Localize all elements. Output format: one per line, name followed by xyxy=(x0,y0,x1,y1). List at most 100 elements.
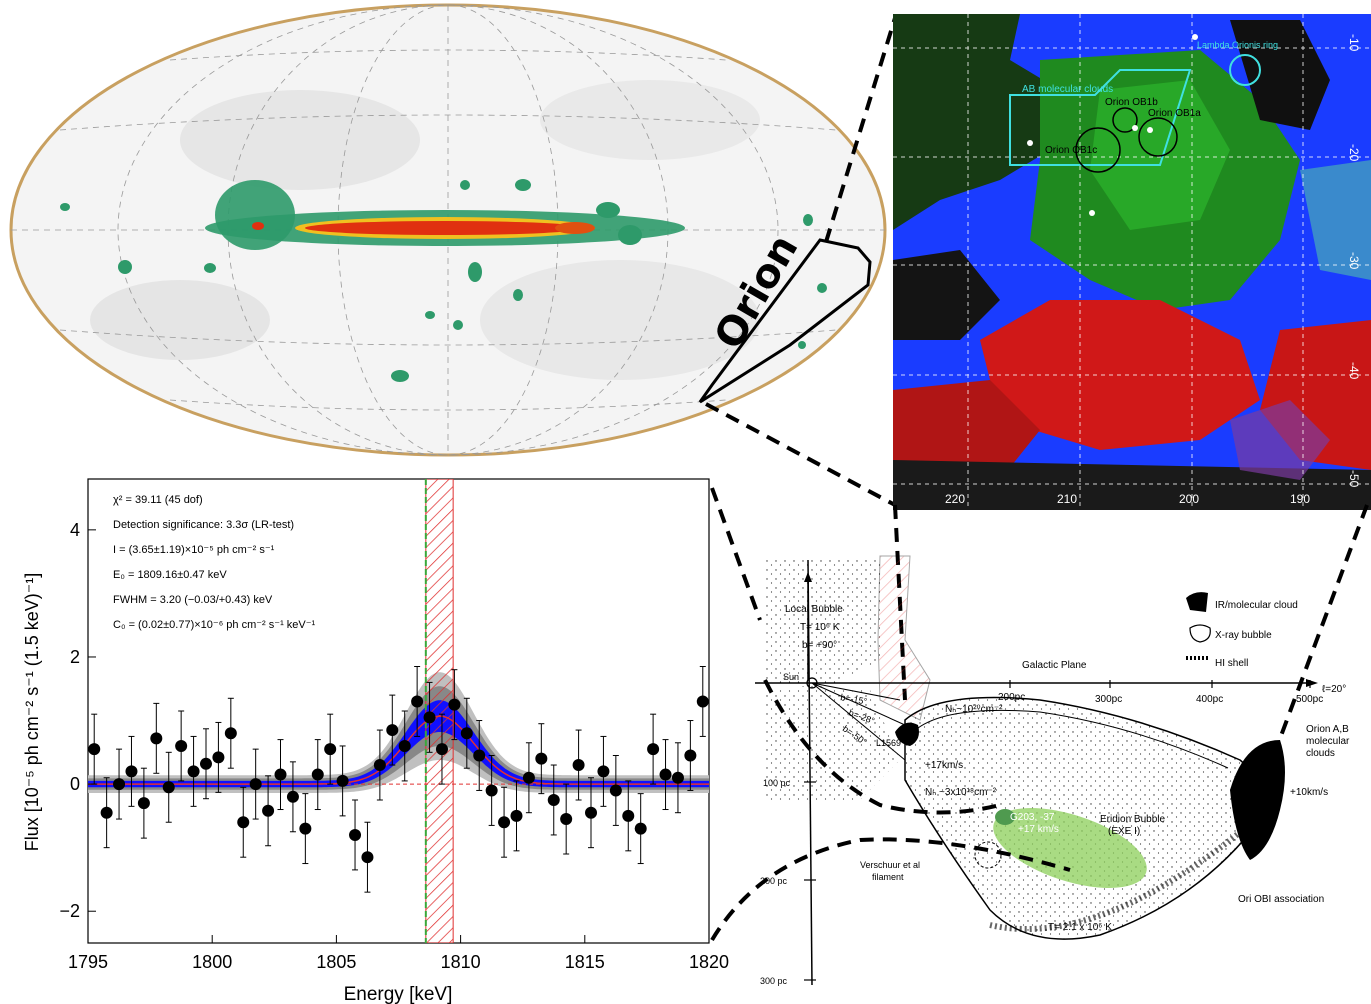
data-point xyxy=(386,694,399,766)
local-bubble-label: Local Bubble xyxy=(785,604,843,615)
g203v-label: +17 km/s xyxy=(1018,824,1059,835)
v17-label: +17km/s xyxy=(925,760,963,771)
data-point xyxy=(647,713,660,785)
map-xtick-200: 200 xyxy=(1179,492,1199,506)
data-point xyxy=(597,735,610,807)
data-point xyxy=(411,666,424,737)
model-band-mid xyxy=(88,686,709,790)
data-marker xyxy=(696,695,709,708)
v10-label: +10km/s xyxy=(1290,787,1328,798)
data-marker xyxy=(100,806,113,819)
allsky-map: Orion xyxy=(9,3,897,507)
data-marker xyxy=(336,774,349,787)
energy-annotation: E₀ = 1809.16±0.47 keV xyxy=(113,569,227,581)
data-marker xyxy=(274,768,287,781)
data-marker xyxy=(361,851,374,864)
data-marker xyxy=(187,765,200,778)
x-tick-label: 1815 xyxy=(565,952,605,972)
data-point xyxy=(634,793,647,865)
data-point xyxy=(423,681,436,753)
galactic-plane-label: Galactic Plane xyxy=(1022,660,1087,671)
exe-label: (EXE I) xyxy=(1108,826,1140,837)
significance-annotation: Detection significance: 3.3σ (LR-test) xyxy=(113,519,294,531)
map-label-lambda: Lambda Orionis ring xyxy=(1197,40,1278,50)
data-point xyxy=(336,745,349,817)
dist-500-label: 500pc xyxy=(1296,694,1323,705)
data-point xyxy=(175,710,188,782)
data-marker xyxy=(448,698,461,711)
data-marker xyxy=(647,743,660,756)
data-point xyxy=(224,697,237,769)
data-marker xyxy=(299,822,312,835)
data-point xyxy=(199,728,212,800)
dist-200-label: 200pc xyxy=(998,692,1025,703)
data-marker xyxy=(634,822,647,835)
data-point xyxy=(249,748,262,820)
ori-ob1-label: Ori OBI association xyxy=(1238,894,1324,905)
map-label-ob1a: Orion OB1a xyxy=(1148,108,1201,119)
legend-xray-label: X-ray bubble xyxy=(1215,630,1272,641)
map-xtick-190: 190 xyxy=(1290,492,1310,506)
data-marker xyxy=(286,790,299,803)
data-marker xyxy=(572,759,585,772)
data-marker xyxy=(659,768,672,781)
eridanus-diagram: Local Bubble T= 10⁶ K b= +90° Sun Galact… xyxy=(710,555,1350,986)
data-marker xyxy=(150,732,163,745)
data-marker xyxy=(460,727,473,740)
data-marker xyxy=(137,797,150,810)
data-point xyxy=(572,729,585,801)
data-point xyxy=(137,767,150,839)
data-point xyxy=(88,713,101,785)
data-marker xyxy=(473,749,486,762)
nh2-label: Nₕ ~3x10¹⁸cm⁻² xyxy=(925,787,997,798)
data-marker xyxy=(597,765,610,778)
map-ytick-20: -20 xyxy=(1347,144,1361,162)
data-point xyxy=(547,764,560,836)
x-tick-label: 1800 xyxy=(192,952,232,972)
data-point xyxy=(671,742,684,814)
data-marker xyxy=(560,813,573,826)
data-point xyxy=(609,754,622,826)
data-point xyxy=(473,720,486,791)
y300-label: 300 pc xyxy=(760,976,788,986)
intensity-annotation: I = (3.65±1.19)×10⁻⁵ ph cm⁻² s⁻¹ xyxy=(113,544,275,556)
data-marker xyxy=(609,784,622,797)
data-marker xyxy=(585,806,598,819)
data-point xyxy=(162,751,175,823)
y-tick-label: 0 xyxy=(70,774,80,794)
data-point xyxy=(361,821,374,893)
line-window-hatch xyxy=(425,479,454,943)
data-marker xyxy=(547,793,560,806)
legend-hi-label: HI shell xyxy=(1215,658,1248,669)
x-tick-label: 1810 xyxy=(441,952,481,972)
orion-ab-label: Orion A,B xyxy=(1306,724,1349,735)
fwhm-annotation: FWHM = 3.20 (−0.03/+0.43) keV xyxy=(113,594,273,606)
data-marker xyxy=(349,828,362,841)
map-ytick-40: -40 xyxy=(1347,362,1361,380)
orion-color-map: Lambda Orionis ring AB molecular clouds … xyxy=(893,14,1371,510)
clouds-label: clouds xyxy=(1306,748,1335,759)
molecular-label: molecular xyxy=(1306,736,1350,747)
data-point xyxy=(274,739,287,811)
data-point xyxy=(113,748,126,820)
data-marker xyxy=(622,809,635,822)
filament-label: filament xyxy=(872,872,904,882)
eridion-label: Eridion Bubble xyxy=(1100,814,1165,825)
y-axis-label: Flux [10⁻⁵ ph cm⁻² s⁻¹ (1.5 keV)⁻¹] xyxy=(22,573,42,852)
data-marker xyxy=(398,739,411,752)
l1569-label: L1569 xyxy=(876,738,901,748)
data-point xyxy=(684,720,697,791)
data-point xyxy=(622,780,635,852)
x-axis-label: Energy [keV] xyxy=(344,984,453,1004)
legend-ir-label: IR/molecular cloud xyxy=(1215,600,1298,611)
data-point xyxy=(460,697,473,769)
data-marker xyxy=(162,781,175,794)
data-point xyxy=(485,754,498,826)
y-tick-label: 2 xyxy=(70,647,80,667)
data-point xyxy=(286,761,299,833)
data-point xyxy=(510,780,523,852)
data-point xyxy=(498,786,511,858)
orion-region-outline xyxy=(698,238,872,404)
data-marker xyxy=(249,778,262,791)
